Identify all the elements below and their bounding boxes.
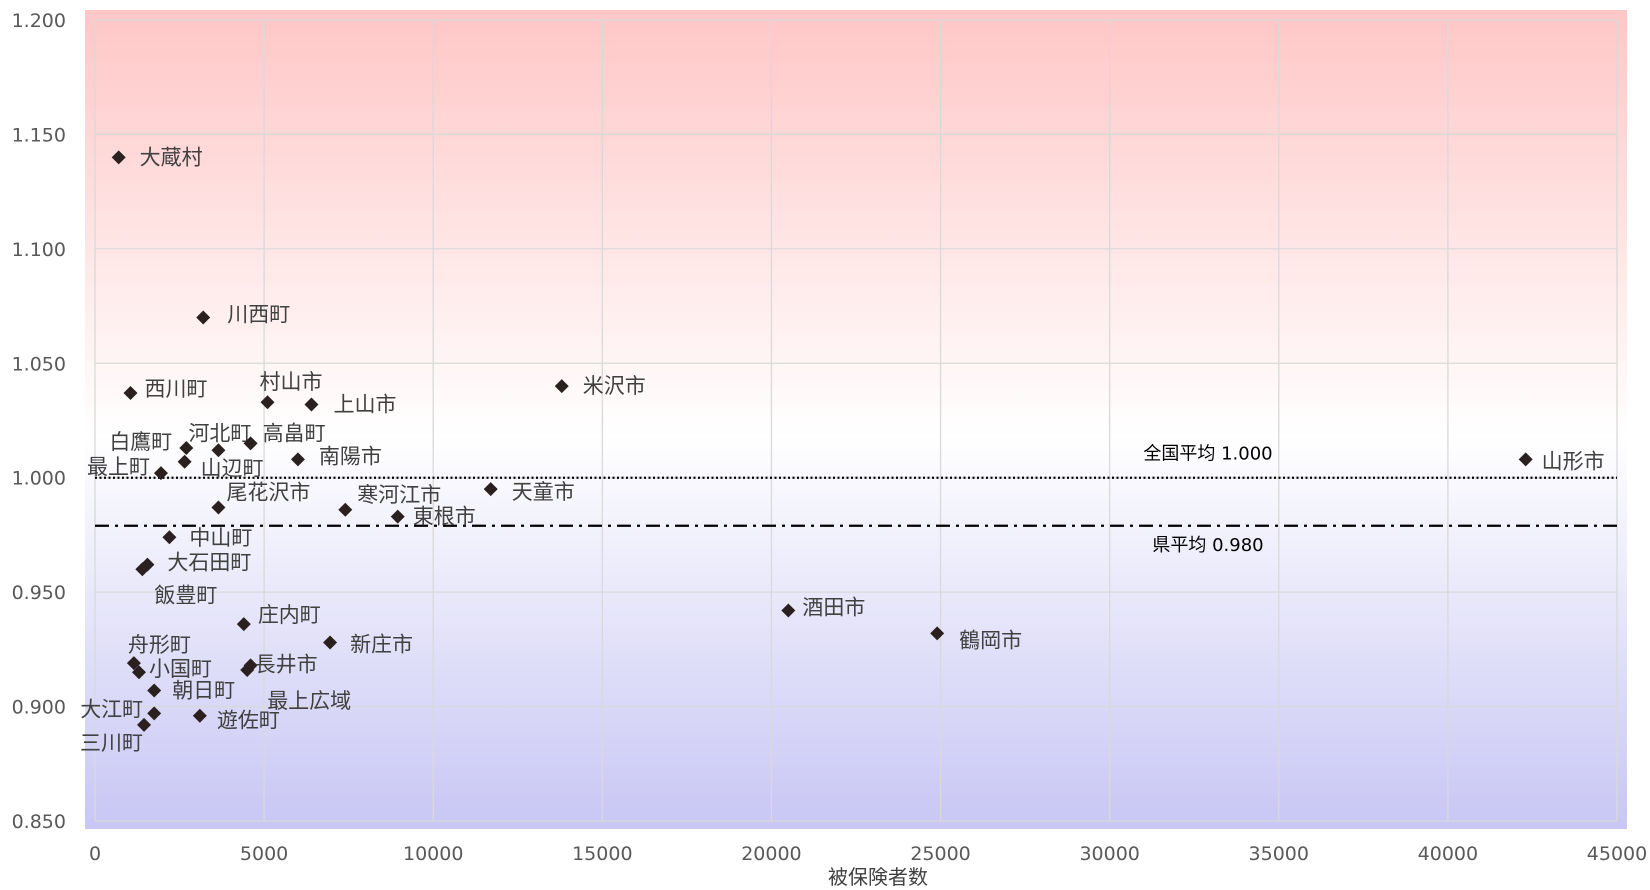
data-point-label: 上山市 [333,392,396,416]
x-tick-label: 0 [89,843,101,865]
reference-line-label: 全国平均 1.000 [1143,444,1272,465]
data-point-label: 河北町 [188,421,251,445]
x-tick-label: 30000 [1079,843,1139,865]
x-tick-label: 10000 [403,843,463,865]
data-point-label: 米沢市 [583,374,646,398]
data-point-label: 最上広域 [267,689,351,713]
x-axis-ticks: 0 5000 10000 15000 20000 25000 30000 35000 40000… [89,843,1647,865]
data-point-label: 新庄市 [350,632,413,656]
data-point-marker [243,436,258,451]
data-point-marker [554,379,569,394]
data-point-label: 尾花沢市 [226,480,310,504]
data-point-marker [137,717,152,732]
data-point-label: 舟形町 [128,633,191,657]
data-point-marker [304,397,319,412]
y-tick-label: 1.150 [12,124,66,146]
y-tick-label: 0.950 [12,582,66,604]
data-point-marker [236,617,251,632]
data-point-label: 最上町 [87,455,150,479]
data-point-label: 東根市 [413,505,476,529]
x-tick-label: 15000 [572,843,632,865]
y-tick-label: 0.900 [12,697,66,719]
x-tick-label: 25000 [910,843,970,865]
data-point-label: 天童市 [512,480,575,504]
data-point-label: 朝日町 [172,679,235,703]
data-point-marker [147,683,162,698]
data-point-marker [196,310,211,325]
data-point-label: 村山市 [259,370,322,394]
data-point-marker [483,482,498,497]
data-point-marker [781,603,796,618]
data-point-marker [930,626,945,641]
y-tick-label: 1.000 [12,468,66,490]
data-point-marker [153,466,168,481]
data-point-marker [135,562,150,577]
data-point-marker [260,395,275,410]
reference-lines: 全国平均 1.000 県平均 0.980 [95,444,1617,556]
data-point-label: 中山町 [189,526,252,550]
x-tick-label: 35000 [1249,843,1309,865]
data-point-marker [290,452,305,467]
x-tick-label: 45000 [1587,843,1647,865]
data-point-label: 三川町 [80,731,143,755]
data-point-label: 庄内町 [258,603,321,627]
data-point-label: 西川町 [145,377,208,401]
data-point-label: 鶴岡市 [959,628,1022,652]
data-point-marker [390,509,405,524]
data-point-label: 山辺町 [201,457,264,481]
data-point-marker [177,454,192,469]
data-point-marker [147,706,162,721]
x-tick-label: 20000 [741,843,801,865]
data-point-marker [338,502,353,517]
data-point-label: 高畠町 [263,421,326,445]
data-point-label: 長井市 [255,652,318,676]
data-point-marker [211,500,226,515]
data-point-label: 大江町 [80,697,143,721]
x-tick-label: 5000 [240,843,288,865]
data-point-label: 南陽市 [319,444,382,468]
data-point-marker [323,635,338,650]
reference-line-label: 県平均 0.980 [1152,535,1263,556]
data-point-marker [123,386,138,401]
data-point-marker [192,708,207,723]
y-tick-label: 0.850 [12,811,66,833]
data-point-marker [211,443,226,458]
data-point-marker [179,440,194,455]
y-axis-ticks: 0.850 0.900 0.950 1.000 1.050 1.100 1.150 1.200 [12,10,66,833]
data-point-label: 酒田市 [802,595,865,619]
data-point-label: 小国町 [149,657,212,681]
data-point-label: 遊佐町 [217,709,280,733]
data-point-marker [162,530,177,545]
data-point-marker [126,656,141,671]
y-tick-label: 1.200 [12,10,66,32]
x-tick-label: 40000 [1418,843,1478,865]
data-point-label: 川西町 [227,303,290,327]
data-point-label: 大蔵村 [140,145,203,169]
data-point-label: 白鷹町 [109,430,172,454]
y-tick-label: 1.050 [12,353,66,375]
data-point-label: 山形市 [1542,449,1605,473]
data-point-marker [131,665,146,680]
data-point-label: 飯豊町 [154,583,217,607]
data-point-marker [111,150,126,165]
plot-background [85,10,1627,829]
data-point-label: 大石田町 [167,551,251,575]
data-point-marker [240,662,255,677]
x-axis-title: 被保険者数 [828,865,928,889]
data-point-label: 寒河江市 [357,483,441,507]
data-point-marker [1518,452,1533,467]
y-tick-label: 1.100 [12,239,66,261]
